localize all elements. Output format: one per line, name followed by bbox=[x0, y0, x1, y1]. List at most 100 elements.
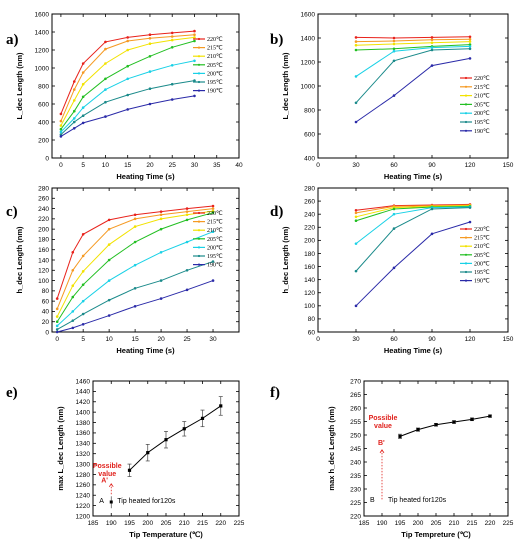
data-point bbox=[354, 269, 358, 273]
y-tick-label: 1000 bbox=[301, 83, 316, 90]
data-point bbox=[392, 36, 396, 40]
y-tick-label: 240 bbox=[38, 206, 49, 213]
panel-f: f) 185 190 195 200 205 210 215 220 225 220 225 230 23… bbox=[270, 378, 514, 539]
y-tick-label: 180 bbox=[304, 251, 315, 258]
series-2 bbox=[59, 33, 196, 123]
series-line bbox=[129, 405, 222, 471]
data-point bbox=[107, 243, 111, 246]
data-point bbox=[392, 207, 396, 211]
series-7 bbox=[55, 279, 215, 334]
series-line bbox=[355, 204, 471, 214]
data-point bbox=[81, 232, 85, 236]
y-axis-title: max h_dec Length (nm) bbox=[327, 406, 336, 491]
data-point bbox=[468, 37, 472, 41]
data-point bbox=[430, 41, 434, 45]
data-point bbox=[81, 121, 85, 125]
y-axis-title: L_dec Length (nm) bbox=[281, 52, 290, 120]
legend-label: 215℃ bbox=[207, 220, 223, 226]
series-line bbox=[355, 38, 471, 43]
x-tick-label: 225 bbox=[234, 520, 245, 527]
panel-a: a)0 5 10 15 20 25 30 35 400200400600800100012001… bbox=[6, 11, 243, 181]
y-tick-label: 1320 bbox=[76, 451, 91, 458]
data-point bbox=[107, 258, 111, 262]
series-line bbox=[60, 80, 195, 135]
series-line bbox=[57, 280, 214, 333]
point-a-label: A bbox=[99, 498, 104, 505]
data-point bbox=[81, 114, 85, 117]
series-1 bbox=[55, 204, 215, 300]
data-point bbox=[148, 55, 152, 58]
data-point bbox=[185, 213, 189, 217]
x-tick-label: 30 bbox=[352, 162, 360, 169]
y-tick-label: 800 bbox=[304, 107, 315, 114]
legend-label: 220℃ bbox=[474, 76, 490, 82]
data-point bbox=[430, 36, 434, 39]
data-point bbox=[354, 120, 358, 124]
y-tick-label: 225 bbox=[350, 500, 361, 507]
y-axis-title: h_dec Length (nm) bbox=[15, 226, 24, 294]
data-point bbox=[59, 124, 63, 127]
data-point bbox=[468, 206, 472, 209]
y-tick-label: 1460 bbox=[76, 378, 91, 385]
legend-marker bbox=[197, 229, 201, 232]
x-tick-label: 205 bbox=[431, 520, 442, 527]
data-point bbox=[354, 219, 358, 223]
series-4 bbox=[59, 39, 196, 131]
y-tick-label: 1280 bbox=[76, 472, 91, 479]
data-point bbox=[72, 117, 76, 120]
data-point bbox=[430, 207, 434, 211]
y-tick-label: 1380 bbox=[76, 420, 91, 427]
data-point bbox=[392, 49, 396, 53]
legend-label: 220℃ bbox=[474, 227, 490, 233]
series-7 bbox=[59, 94, 196, 138]
data-point bbox=[126, 64, 129, 68]
data-point bbox=[104, 77, 107, 81]
data-point bbox=[81, 71, 85, 74]
data-point bbox=[81, 106, 85, 109]
y-tick-label: 1360 bbox=[76, 430, 91, 437]
series-line bbox=[355, 221, 471, 307]
data-point bbox=[211, 230, 215, 234]
x-tick-label: 10 bbox=[102, 162, 110, 169]
x-tick-label: 0 bbox=[316, 162, 320, 169]
legend-marker bbox=[464, 253, 468, 256]
legend-label: 190℃ bbox=[207, 89, 223, 95]
data-point bbox=[81, 95, 85, 99]
x-tick-label: 220 bbox=[215, 520, 226, 527]
data-point bbox=[354, 215, 358, 219]
legend: 220℃ 215℃ 210℃ 205℃ 200℃ 195℃ 190℃ bbox=[460, 227, 490, 285]
legend-marker bbox=[464, 103, 468, 106]
data-point bbox=[81, 254, 85, 258]
data-point bbox=[170, 31, 174, 35]
x-tick-label: 195 bbox=[395, 520, 406, 527]
data-point bbox=[127, 468, 132, 472]
series-line bbox=[56, 261, 214, 330]
data-point bbox=[452, 420, 456, 424]
data-point bbox=[148, 102, 152, 106]
x-axis-title: Heating Time (s) bbox=[116, 346, 175, 355]
data-point bbox=[81, 299, 85, 303]
x-tick-label: 150 bbox=[503, 336, 514, 343]
data-point bbox=[55, 307, 59, 311]
data-point bbox=[430, 232, 434, 236]
data-point bbox=[55, 315, 59, 318]
data-point bbox=[59, 135, 63, 138]
data-point bbox=[59, 133, 63, 136]
plot-frame bbox=[92, 380, 240, 517]
y-tick-label: 1200 bbox=[301, 59, 316, 66]
data-point bbox=[72, 120, 76, 124]
data-point bbox=[133, 240, 137, 244]
y-tick-label: 120 bbox=[38, 268, 49, 275]
legend-marker bbox=[464, 76, 468, 80]
panel-label: a) bbox=[6, 32, 19, 48]
legend-marker bbox=[464, 112, 468, 115]
data-point bbox=[193, 59, 196, 63]
y-tick-label: 60 bbox=[308, 329, 316, 336]
y-tick-label: 400 bbox=[38, 119, 49, 126]
data-point bbox=[104, 88, 107, 91]
panel-label: f) bbox=[270, 385, 280, 401]
data-point bbox=[126, 39, 129, 43]
data-point bbox=[146, 451, 150, 455]
x-tick-label: 25 bbox=[169, 162, 177, 169]
